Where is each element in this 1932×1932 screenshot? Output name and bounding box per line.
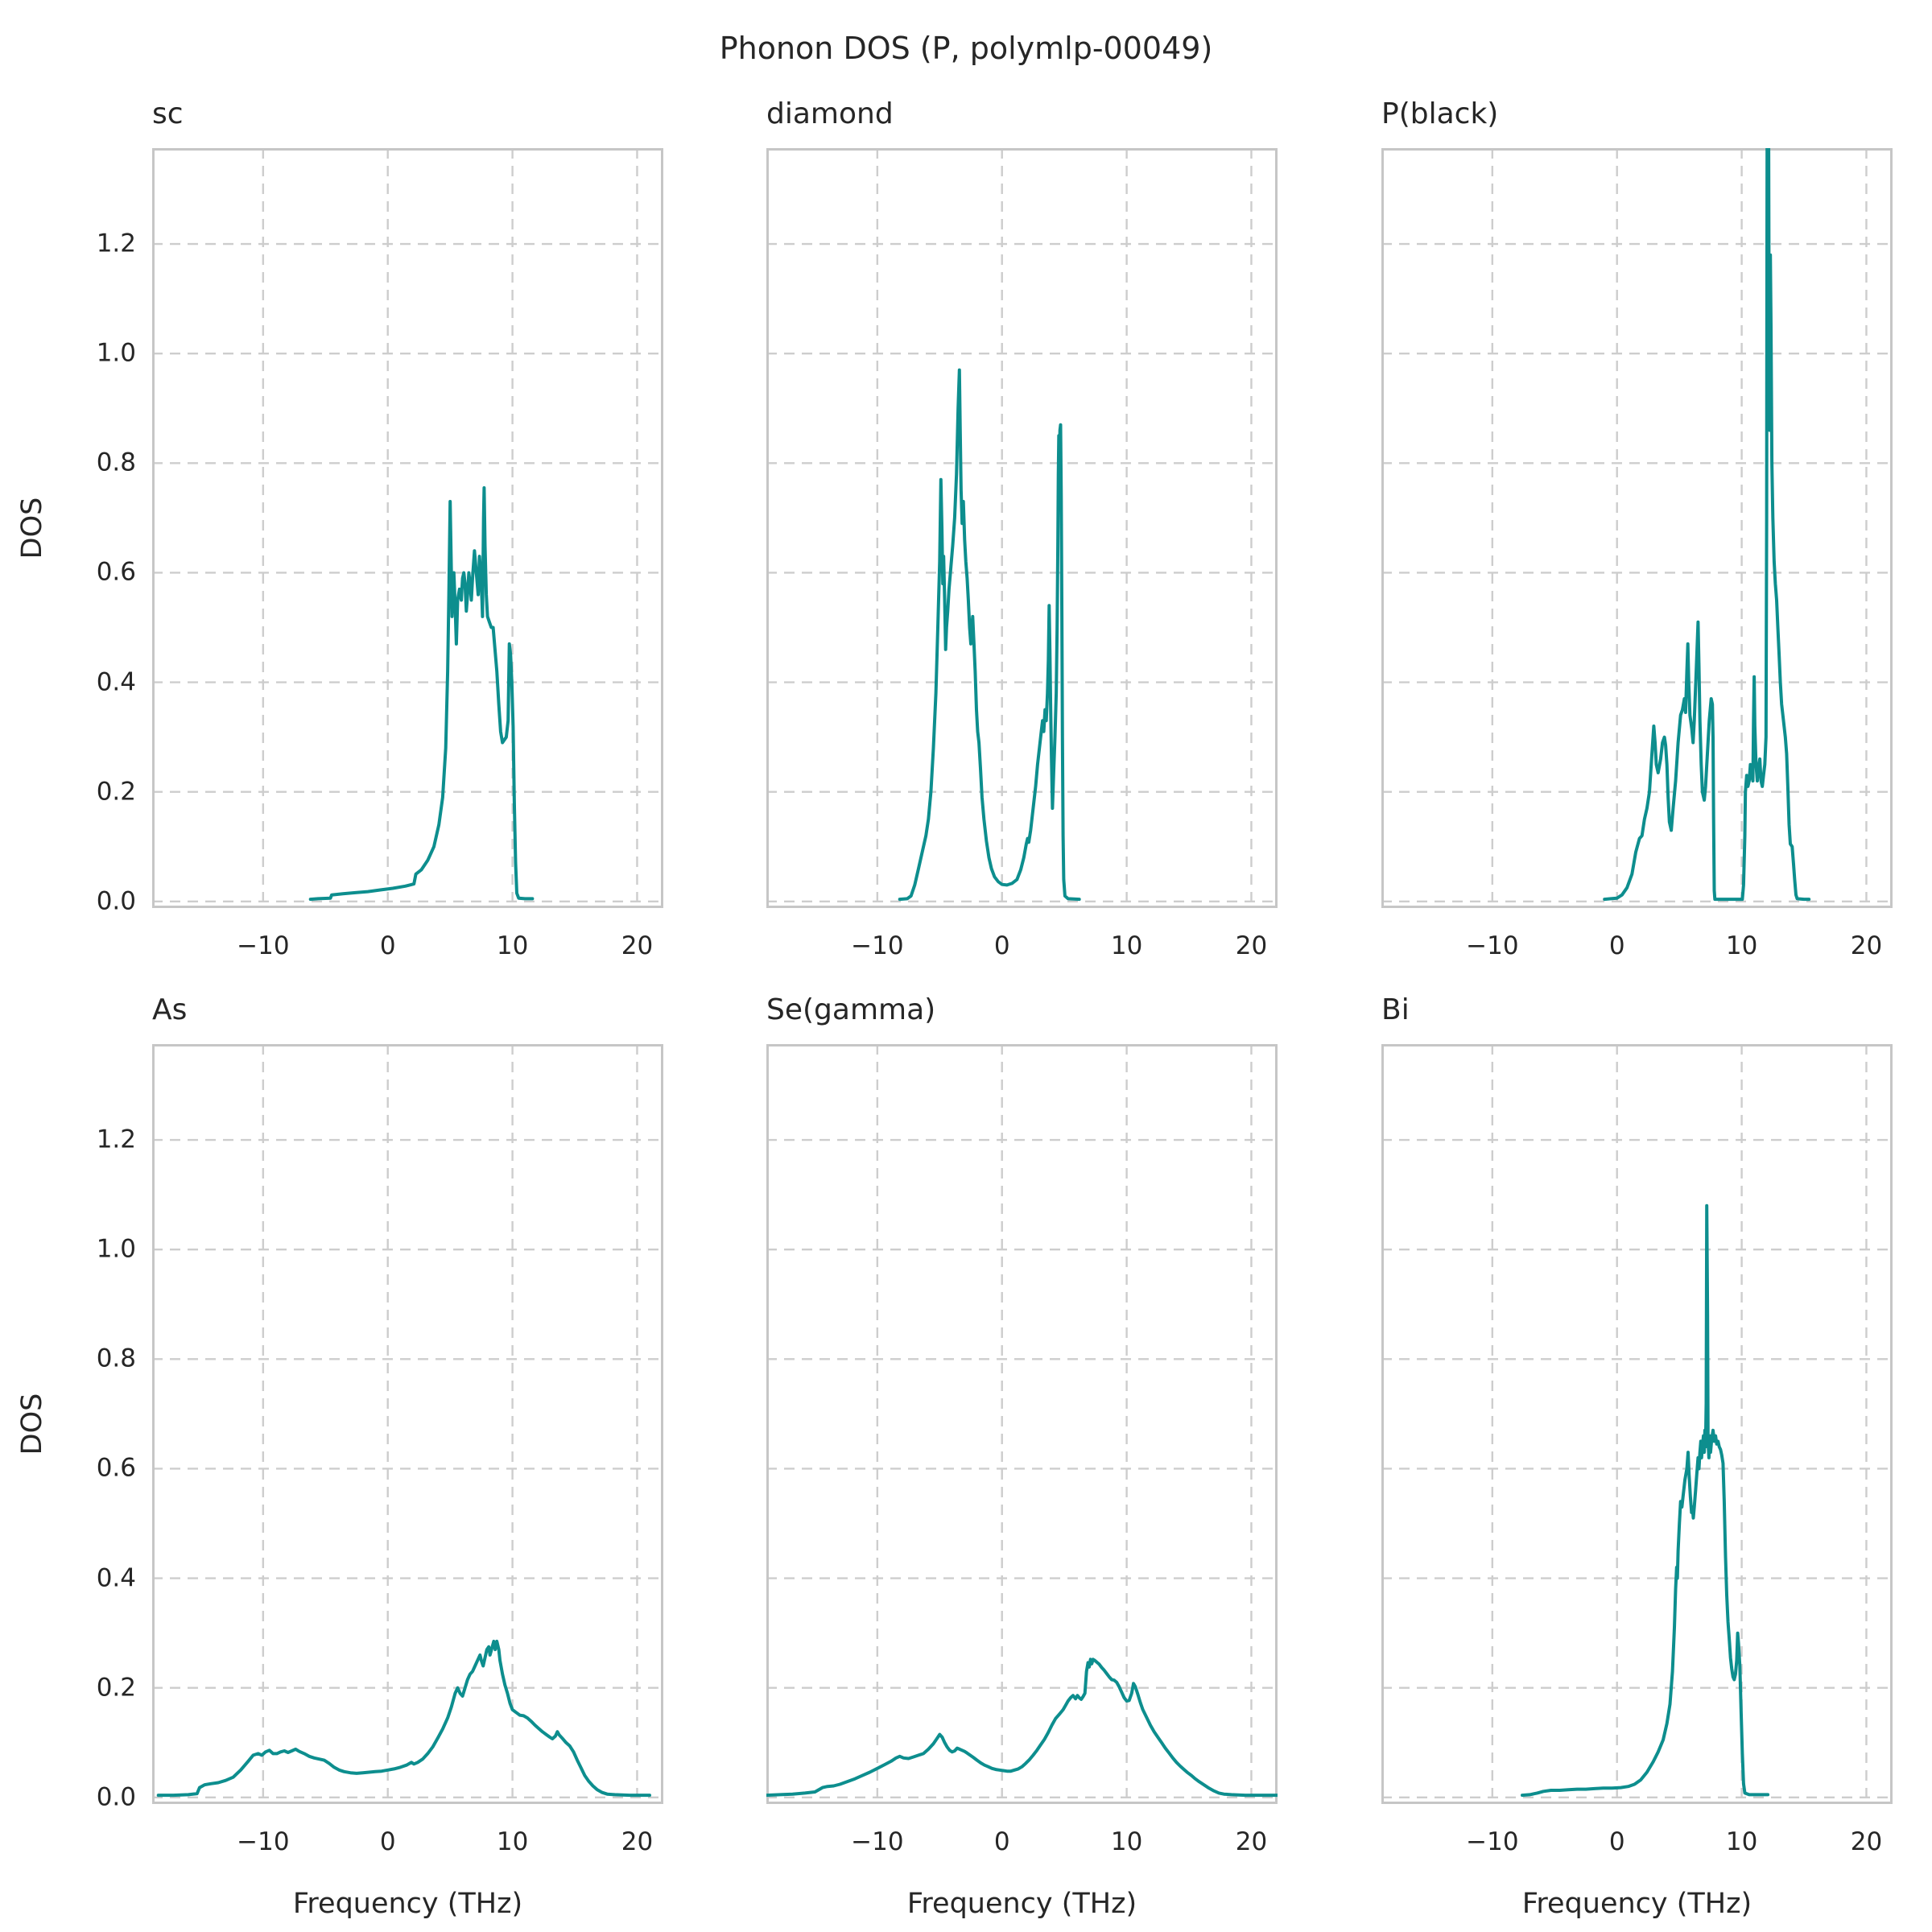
plot-border (766, 148, 1278, 908)
subplot-title-sc: sc (152, 97, 184, 130)
plot-area-p-black- (1381, 148, 1893, 908)
x-tick-label-p-black--3: 20 (1850, 931, 1883, 960)
x-tick-label-se-gamma--1: 0 (993, 1827, 1010, 1856)
x-tick-label-diamond-2: 10 (1110, 931, 1143, 960)
dos-curve-p-black- (1603, 148, 1811, 902)
dos-curve-bi (1521, 1203, 1770, 1798)
y-tick-label-sc-6: 1.2 (96, 229, 136, 258)
y-tick-label-sc-5: 1.0 (96, 338, 136, 368)
x-tick-label-p-black--2: 10 (1725, 931, 1758, 960)
plot-area-as (152, 1044, 663, 1804)
dos-curve-diamond (898, 368, 1081, 902)
x-tick-label-sc-0: −10 (237, 931, 290, 960)
y-tick-label-as-5: 1.0 (96, 1234, 136, 1264)
dos-curve-as (156, 1639, 651, 1798)
x-tick-label-bi-2: 10 (1725, 1827, 1758, 1856)
x-tick-label-as-1: 0 (379, 1827, 396, 1856)
x-axis-label-se-gamma-: Frequency (THz) (906, 1888, 1137, 1920)
y-tick-label-sc-4: 0.8 (96, 448, 136, 477)
y-tick-label-sc-3: 0.6 (96, 557, 136, 587)
x-tick-label-p-black--1: 0 (1608, 931, 1625, 960)
x-tick-label-se-gamma--2: 10 (1110, 1827, 1143, 1856)
y-tick-label-as-1: 0.2 (96, 1673, 136, 1703)
y-axis-label-row0: DOS (16, 497, 48, 559)
y-axis-label-row1: DOS (16, 1393, 48, 1455)
figure-title: Phonon DOS (P, polymlp-00049) (719, 31, 1213, 66)
x-tick-label-diamond-1: 0 (993, 931, 1010, 960)
x-tick-label-as-2: 10 (496, 1827, 529, 1856)
y-tick-label-as-6: 1.2 (96, 1125, 136, 1154)
x-axis-label-as: Frequency (THz) (292, 1888, 523, 1920)
subplot-title-diamond: diamond (766, 97, 894, 130)
subplot-title-bi: Bi (1381, 993, 1410, 1026)
subplot-title-as: As (152, 993, 188, 1026)
plot-border (1381, 1044, 1893, 1804)
y-tick-label-sc-0: 0.0 (96, 886, 136, 916)
y-tick-label-as-3: 0.6 (96, 1453, 136, 1483)
x-tick-label-as-3: 20 (621, 1827, 654, 1856)
plot-area-bi (1381, 1044, 1893, 1804)
x-tick-label-diamond-0: −10 (851, 931, 904, 960)
x-tick-label-bi-1: 0 (1608, 1827, 1625, 1856)
plot-border (766, 1044, 1278, 1804)
y-tick-label-as-4: 0.8 (96, 1344, 136, 1373)
dos-curve-se-gamma- (766, 1657, 1278, 1798)
plot-area-diamond (766, 148, 1278, 908)
x-tick-label-as-0: −10 (237, 1827, 290, 1856)
subplot-title-p-black-: P(black) (1381, 97, 1499, 130)
plot-border (152, 148, 663, 908)
x-axis-label-bi: Frequency (THz) (1521, 1888, 1752, 1920)
y-tick-label-as-0: 0.0 (96, 1782, 136, 1812)
x-tick-label-se-gamma--3: 20 (1235, 1827, 1268, 1856)
x-tick-label-se-gamma--0: −10 (851, 1827, 904, 1856)
plot-area-sc (152, 148, 663, 908)
plot-border (152, 1044, 663, 1804)
x-tick-label-sc-3: 20 (621, 931, 654, 960)
plot-border (1381, 148, 1893, 908)
x-tick-label-bi-0: −10 (1466, 1827, 1519, 1856)
dos-curve-sc (308, 486, 535, 902)
subplot-title-se-gamma-: Se(gamma) (766, 993, 936, 1026)
x-tick-label-sc-2: 10 (496, 931, 529, 960)
plot-area-se-gamma- (766, 1044, 1278, 1804)
x-tick-label-diamond-3: 20 (1235, 931, 1268, 960)
y-tick-label-as-2: 0.4 (96, 1563, 136, 1593)
x-tick-label-sc-1: 0 (379, 931, 396, 960)
x-tick-label-bi-3: 20 (1850, 1827, 1883, 1856)
y-tick-label-sc-1: 0.2 (96, 777, 136, 807)
x-tick-label-p-black--0: −10 (1466, 931, 1519, 960)
y-tick-label-sc-2: 0.4 (96, 667, 136, 697)
